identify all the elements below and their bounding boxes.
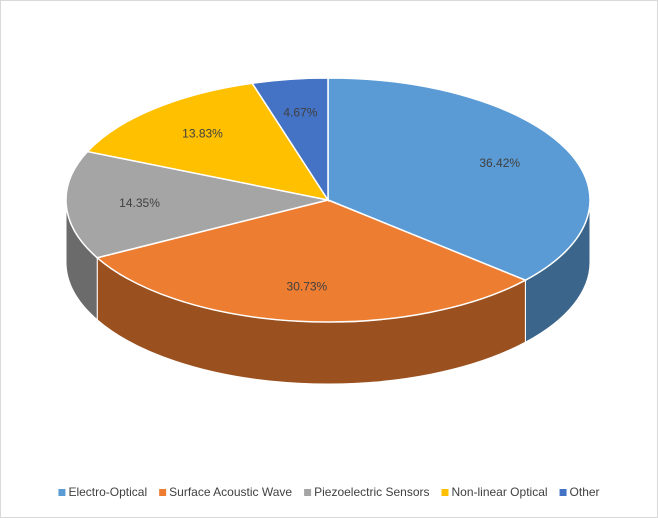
data-label: 30.73% — [287, 279, 328, 293]
legend-swatch — [304, 489, 312, 496]
legend-item: Surface Acoustic Wave — [159, 485, 292, 499]
legend-swatch — [58, 489, 66, 496]
legend-label: Surface Acoustic Wave — [169, 485, 292, 499]
slice — [250, 77, 329, 203]
data-label: 4.67% — [283, 105, 317, 119]
legend-swatch — [559, 489, 567, 496]
slice — [95, 199, 528, 323]
slice — [65, 150, 329, 259]
pie-sides — [65, 199, 591, 385]
legend-label: Piezoelectric Sensors — [314, 485, 429, 499]
legend-item: Other — [559, 485, 600, 499]
slice-side — [525, 200, 590, 343]
data-label: 13.83% — [182, 127, 223, 141]
legend-swatch — [159, 489, 167, 496]
data-label: 36.42% — [479, 156, 520, 170]
data-label: 14.35% — [119, 196, 160, 210]
legend-label: Other — [570, 485, 600, 499]
legend-item: Electro-Optical — [58, 485, 147, 499]
legend-label: Electro-Optical — [68, 485, 147, 499]
legend: Electro-Optical Surface Acoustic Wave Piez… — [58, 485, 600, 499]
legend-item: Non-linear Optical — [441, 485, 548, 499]
legend-swatch — [441, 489, 449, 496]
slice — [327, 77, 591, 282]
slice-side — [97, 257, 526, 384]
pie-tops — [65, 77, 591, 323]
legend-item: Piezoelectric Sensors — [304, 485, 429, 499]
slice — [86, 82, 330, 202]
legend-label: Non-linear Optical — [451, 485, 547, 499]
data-labels: 36.42% 30.73% 14.35% 13.83% 4.67% — [119, 105, 520, 293]
